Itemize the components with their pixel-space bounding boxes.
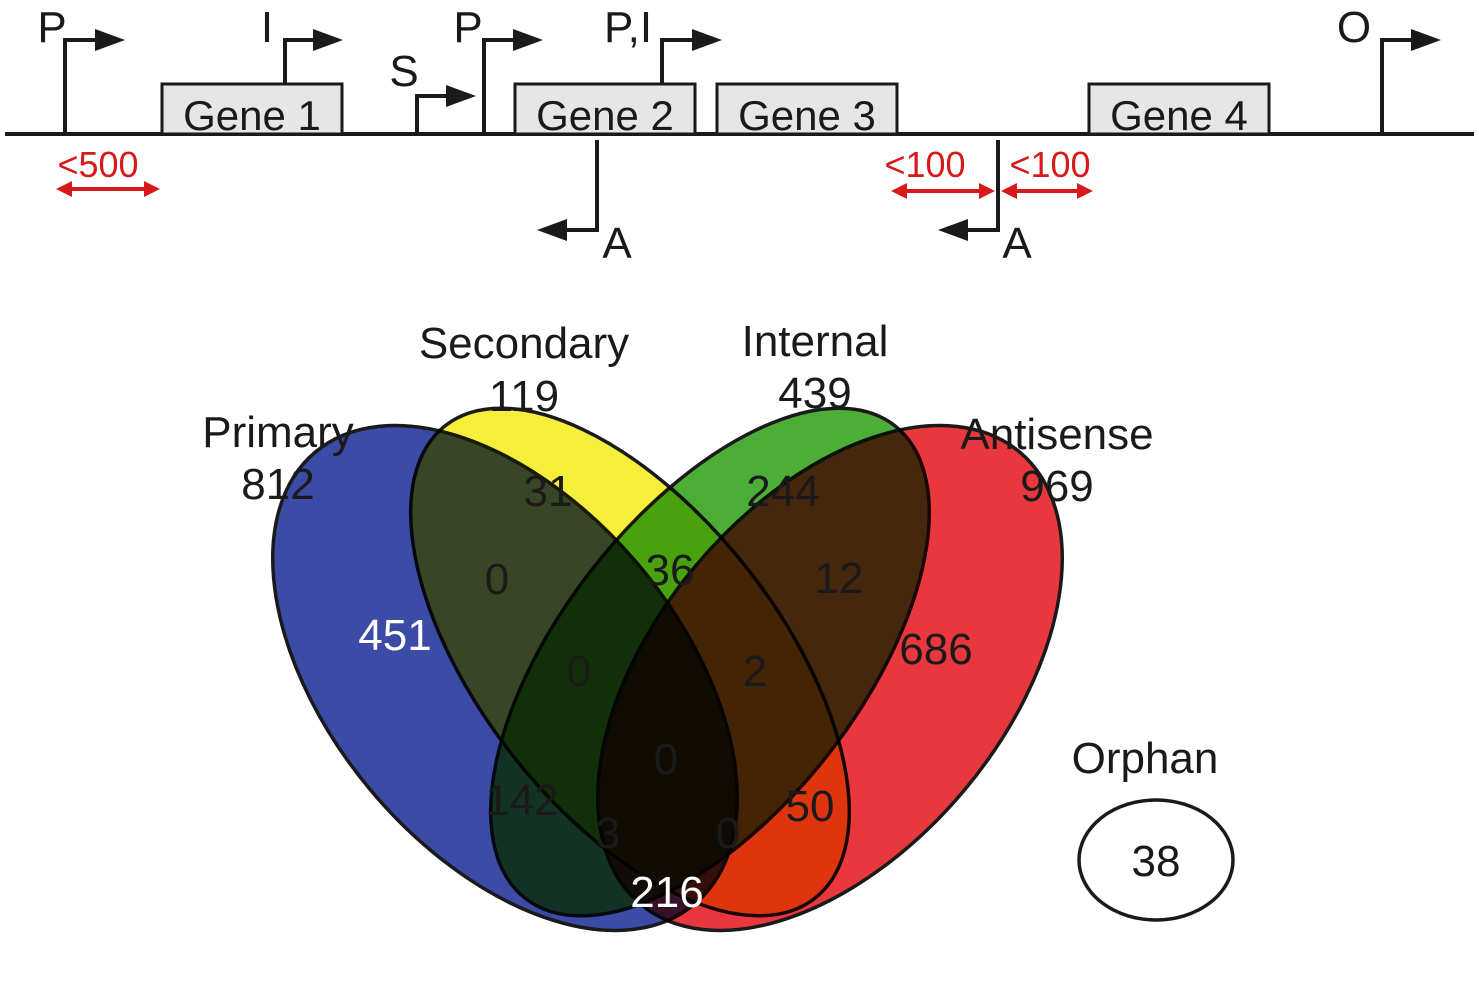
gene-2-box	[513, 82, 697, 136]
tss-arrow-antisense-1: A	[537, 140, 632, 268]
tss-label: A	[602, 219, 632, 268]
region-primary-only: 451	[358, 611, 431, 660]
tss-arrow-primary-2: P	[453, 3, 543, 134]
tss-arrow-primary-internal: P,I	[604, 3, 722, 84]
distance-indicator-100-right: <100	[1001, 144, 1093, 199]
primary-set-name: Primary	[202, 408, 354, 457]
tss-label: S	[389, 47, 418, 96]
region-secondary-antisense: 50	[786, 782, 835, 831]
secondary-set-name: Secondary	[419, 319, 629, 368]
orphan-set-name: Orphan	[1072, 734, 1219, 783]
tss-label: O	[1337, 3, 1371, 52]
antisense-set-total: 969	[1020, 462, 1093, 511]
region-antisense-only: 686	[899, 625, 972, 674]
tss-arrow-antisense-2: A	[938, 140, 1032, 268]
region-primary-antisense: 216	[630, 868, 703, 917]
distance-indicator-500: <500	[56, 144, 160, 197]
region-internal-antisense: 12	[815, 554, 864, 603]
internal-set-total: 439	[778, 369, 851, 418]
tss-label: P	[453, 3, 482, 52]
region-primary-internal: 142	[485, 776, 558, 825]
region-primary-internal-antisense: 3	[596, 809, 620, 858]
region-secondary-internal: 36	[646, 546, 695, 595]
gene-3-label: Gene 3	[738, 92, 876, 139]
primary-set-total: 812	[241, 460, 314, 509]
orphan-set: Orphan 38	[1072, 734, 1235, 922]
distance-label: <100	[1009, 144, 1090, 185]
secondary-set-total: 119	[489, 372, 559, 421]
tss-arrow-orphan: O	[1337, 3, 1441, 134]
tss-arrow-internal-1: I	[261, 3, 343, 84]
distance-label: <100	[884, 144, 965, 185]
gene-4-box	[1087, 82, 1271, 136]
gene-1-label: Gene 1	[183, 92, 321, 139]
tss-arrow-primary-1: P	[37, 3, 125, 134]
genome-schematic: Gene 1 Gene 2 Gene 3 Gene 4 P I S P	[5, 3, 1474, 268]
region-secondary-internal-antisense: 2	[743, 647, 767, 696]
gene-4-label: Gene 4	[1110, 92, 1248, 139]
tss-label: P	[37, 3, 66, 52]
region-secondary-only: 31	[524, 467, 573, 516]
orphan-count: 38	[1132, 837, 1181, 886]
gene-1-box	[160, 82, 344, 136]
gene-2-label: Gene 2	[536, 92, 674, 139]
tss-label: P,I	[604, 3, 652, 52]
region-primary-secondary-antisense: 0	[716, 809, 740, 858]
venn-diagram: Primary 812 Secondary 119 Internal 439 A…	[202, 317, 1154, 933]
tss-arrow-secondary: S	[389, 47, 476, 134]
venn-ellipses	[271, 406, 1064, 933]
tss-label: A	[1002, 219, 1032, 268]
region-internal-only: 244	[746, 467, 819, 516]
region-all-four: 0	[654, 735, 678, 784]
region-primary-secondary-internal: 0	[567, 647, 591, 696]
distance-label: <500	[57, 144, 138, 185]
antisense-ellipse	[596, 423, 1064, 933]
orphan-circle	[1077, 798, 1235, 922]
region-primary-secondary: 0	[485, 555, 509, 604]
distance-indicator-100-left: <100	[884, 144, 995, 199]
internal-set-name: Internal	[742, 317, 889, 366]
gene-3-box	[715, 82, 899, 136]
tss-label: I	[261, 3, 273, 52]
antisense-set-name: Antisense	[960, 410, 1153, 459]
